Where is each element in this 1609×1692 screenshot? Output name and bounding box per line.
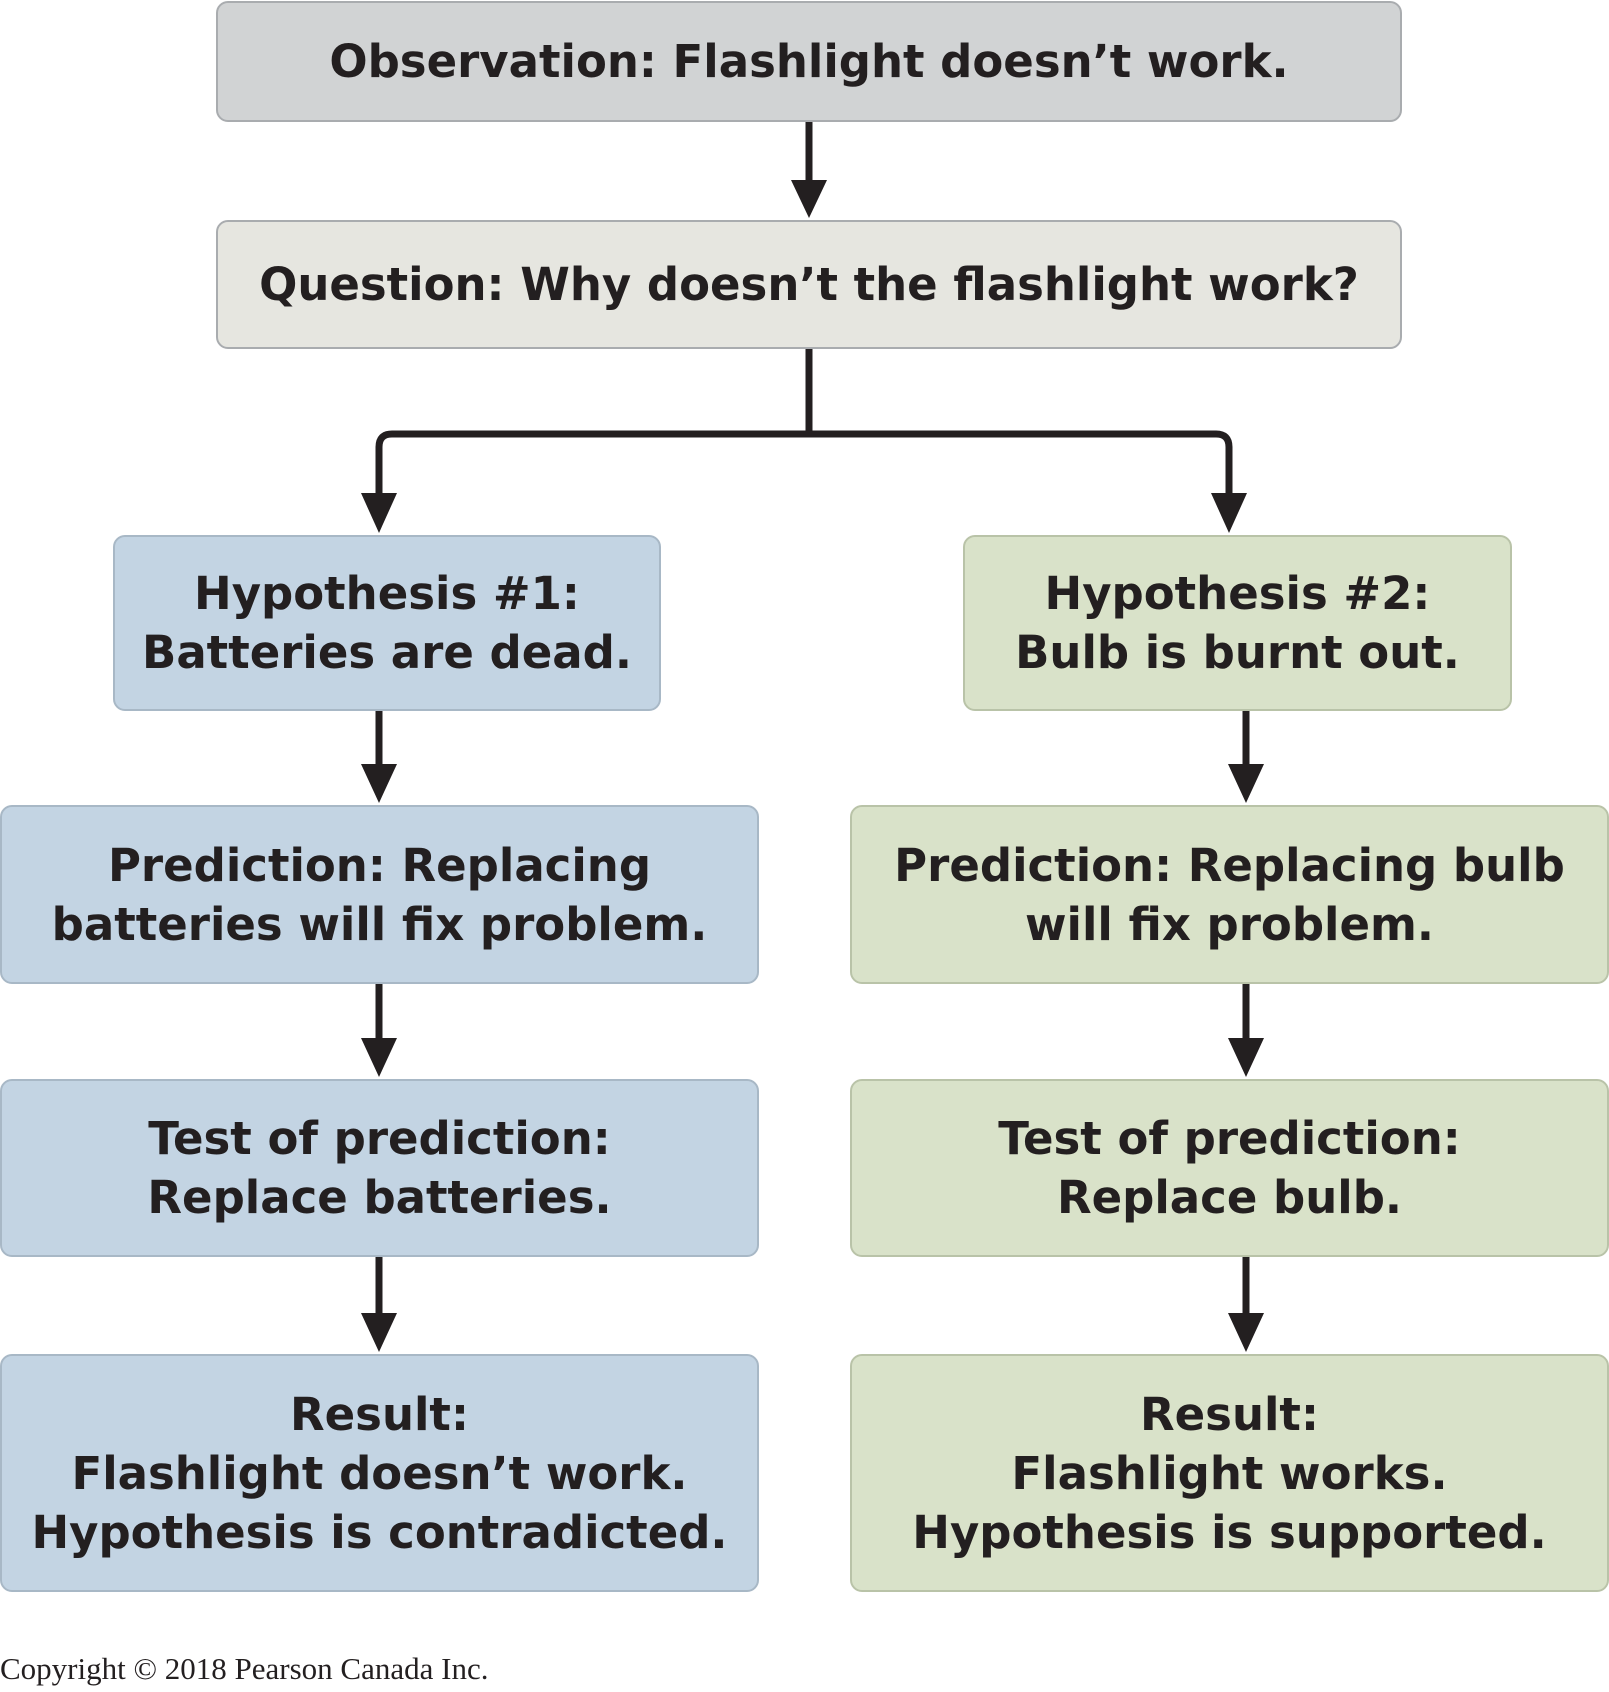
result-2-title: Result: xyxy=(1140,1387,1319,1441)
observation-text: Observation: Flashlight doesn’t work. xyxy=(329,35,1289,88)
prediction-2-box: Prediction: Replacing bulb will fix prob… xyxy=(850,805,1609,984)
result-1-title: Result: xyxy=(290,1387,469,1441)
connector-branch-split xyxy=(375,430,1233,505)
arrowhead-test-1 xyxy=(361,1038,397,1077)
copyright-notice: Copyright © 2018 Pearson Canada Inc. xyxy=(0,1651,489,1686)
result-1-box: Result: Flashlight doesn’t work. Hypothe… xyxy=(0,1354,759,1592)
question-box: Question: Why doesn’t the flashlight wor… xyxy=(216,220,1402,349)
test-1-text: Replace batteries. xyxy=(147,1171,612,1224)
hypothesis-2-box: Hypothesis #2: Bulb is burnt out. xyxy=(963,535,1512,711)
arrowhead-result-1 xyxy=(361,1313,397,1352)
result-2-outcome: Flashlight works. xyxy=(1011,1446,1448,1500)
result-1-conclusion: Hypothesis is contradicted. xyxy=(31,1505,728,1559)
arrowhead-test-2 xyxy=(1228,1038,1264,1077)
test-1-box: Test of prediction: Replace batteries. xyxy=(0,1079,759,1257)
hypothesis-1-title: Hypothesis #1: xyxy=(194,567,580,620)
arrowhead-hypothesis-2 xyxy=(1211,493,1247,533)
hypothesis-2-text: Bulb is burnt out. xyxy=(1015,626,1460,679)
prediction-1-line-2: batteries will fix problem. xyxy=(51,897,708,951)
prediction-1-box: Prediction: Replacing batteries will fix… xyxy=(0,805,759,984)
result-2-conclusion: Hypothesis is supported. xyxy=(912,1505,1547,1559)
arrowhead-question xyxy=(791,180,827,218)
observation-box: Observation: Flashlight doesn’t work. xyxy=(216,1,1402,122)
test-2-text: Replace bulb. xyxy=(1056,1171,1402,1224)
arrowhead-prediction-1 xyxy=(361,764,397,803)
result-2-box: Result: Flashlight works. Hypothesis is … xyxy=(850,1354,1609,1592)
prediction-2-line-2: will fix problem. xyxy=(1024,897,1434,951)
arrowhead-result-2 xyxy=(1228,1313,1264,1352)
question-text: Question: Why doesn’t the flashlight wor… xyxy=(259,258,1359,311)
prediction-2-line-1: Prediction: Replacing bulb xyxy=(894,838,1565,892)
hypothesis-1-box: Hypothesis #1: Batteries are dead. xyxy=(113,535,661,711)
arrowhead-hypothesis-1 xyxy=(361,493,397,533)
test-1-title: Test of prediction: xyxy=(148,1112,611,1165)
test-2-title: Test of prediction: xyxy=(998,1112,1461,1165)
result-1-outcome: Flashlight doesn’t work. xyxy=(71,1446,688,1500)
test-2-box: Test of prediction: Replace bulb. xyxy=(850,1079,1609,1257)
prediction-1-line-1: Prediction: Replacing xyxy=(107,838,652,892)
hypothesis-2-title: Hypothesis #2: xyxy=(1044,567,1431,620)
arrowhead-prediction-2 xyxy=(1228,764,1264,803)
hypothesis-1-text: Batteries are dead. xyxy=(142,626,632,679)
